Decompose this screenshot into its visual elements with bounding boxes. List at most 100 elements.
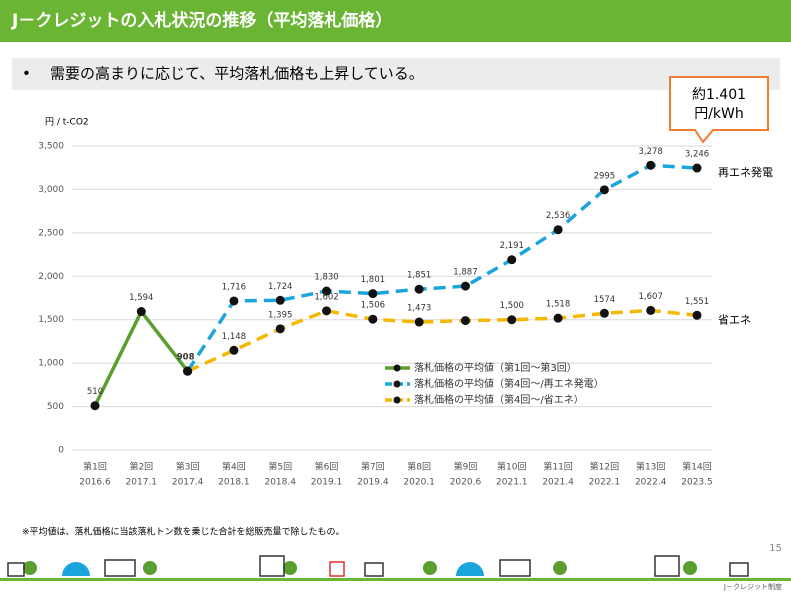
x-tick-label: 2018.1 (218, 478, 250, 488)
callout: 約1.401 円/kWh (669, 76, 769, 144)
brand: J－クレジット制度 (723, 582, 782, 591)
data-point (507, 315, 517, 325)
data-label: 1,395 (268, 310, 292, 320)
data-point (692, 310, 702, 320)
x-tick-label: 2021.1 (496, 478, 528, 488)
x-tick-label: 2020.6 (450, 478, 482, 488)
x-tick-label: 2017.1 (126, 478, 158, 488)
x-tick-label: 2022.4 (635, 478, 667, 488)
y-tick-label: 500 (47, 402, 64, 412)
y-tick-label: 2,000 (38, 272, 64, 282)
y-tick-label: 0 (58, 446, 64, 456)
x-tick-label: 第13回 (636, 461, 665, 473)
data-point (507, 255, 517, 265)
x-tick-label: 2016.6 (79, 478, 111, 488)
data-label: 1,716 (222, 282, 246, 292)
data-label: 1,724 (268, 282, 292, 292)
x-tick-label: 第7回 (361, 461, 385, 473)
series-end-label: 省エネ (718, 313, 751, 326)
series-line (93, 308, 189, 407)
data-point (460, 281, 470, 291)
data-label: 1,830 (314, 273, 338, 283)
data-point (229, 296, 239, 306)
data-label: 3,246 (685, 150, 709, 160)
data-point (460, 316, 470, 326)
slide-title: J－クレジットの入札状況の推移（平均落札価格） (11, 10, 392, 31)
data-label: 1,518 (546, 300, 570, 310)
callout-box (669, 76, 769, 144)
data-label: 1,506 (361, 301, 385, 311)
data-label: 908 (177, 353, 195, 363)
x-tick-label: 第12回 (590, 461, 619, 473)
x-tick-label: 2018.4 (264, 478, 296, 488)
page-number: 15 (769, 543, 782, 554)
x-tick-label: 2019.4 (357, 478, 389, 488)
data-label: 3,278 (639, 147, 663, 157)
callout-text: 円/kWh (694, 106, 744, 122)
data-label: 1,594 (129, 293, 153, 303)
y-tick-label: 1,500 (38, 315, 64, 325)
legend-marker (393, 380, 401, 388)
data-label: 1,851 (407, 271, 431, 281)
y-tick-label: 3,000 (38, 185, 64, 195)
bullet-text: 需要の高まりに応じて、平均落札価格も上昇している。 (50, 65, 424, 83)
x-tick-label: 第8回 (407, 461, 431, 473)
data-point (183, 366, 193, 376)
data-label: 1,887 (453, 268, 477, 278)
data-label: 2995 (594, 171, 616, 181)
y-tick-label: 2,500 (38, 228, 64, 238)
data-point (414, 317, 424, 327)
data-point (553, 313, 563, 323)
data-point (322, 286, 332, 296)
y-axis-label: 円 / t-CO2 (45, 117, 89, 128)
x-tick-label: 2017.4 (172, 478, 204, 488)
data-label: 510 (87, 387, 103, 397)
data-point (553, 225, 563, 235)
legend-label: 落札価格の平均値（第4回～/再エネ発電） (414, 377, 604, 390)
data-label: 1,500 (500, 301, 524, 311)
data-point (368, 314, 378, 324)
x-tick-label: 第5回 (268, 461, 292, 473)
data-label: 1,801 (361, 275, 385, 285)
data-point (275, 324, 285, 334)
series-line (186, 163, 698, 373)
footer-decoration (0, 555, 791, 581)
series-line (186, 308, 698, 373)
x-tick-label: 第1回 (83, 461, 107, 473)
data-label: 2,536 (546, 211, 570, 221)
x-tick-label: 第11回 (543, 461, 572, 473)
data-point (368, 289, 378, 299)
callout-text: 約1.401 (692, 87, 746, 103)
y-tick-label: 1,000 (38, 359, 64, 369)
data-label: 1,602 (314, 292, 338, 302)
data-point (414, 284, 424, 294)
data-point (136, 307, 146, 317)
x-tick-label: 2020.1 (403, 478, 435, 488)
x-tick-label: 第2回 (129, 461, 153, 473)
data-point (90, 401, 100, 411)
bullet-bar (12, 58, 780, 90)
data-point (646, 160, 656, 170)
data-point (275, 295, 285, 305)
series-end-label: 再エネ発電 (718, 165, 773, 179)
data-point (692, 163, 702, 173)
x-tick-label: 第3回 (176, 461, 200, 473)
x-tick-label: 2022.1 (589, 478, 621, 488)
data-point (229, 345, 239, 355)
data-point (599, 185, 609, 195)
y-tick-label: 3,500 (38, 142, 64, 152)
x-tick-label: 2021.4 (542, 478, 574, 488)
data-point (646, 305, 656, 315)
legend-marker (393, 364, 401, 372)
data-label: 1,473 (407, 304, 431, 314)
footnote: ※平均値は、落札価格に当該落札トン数を乗じた合計を総販売量で除したもの。 (22, 526, 345, 538)
x-tick-label: 2023.5 (681, 478, 713, 488)
legend-marker (393, 396, 401, 404)
legend-label: 落札価格の平均値（第4回～/省エネ） (414, 393, 584, 406)
data-label: 1,607 (639, 292, 663, 302)
header-bar (0, 0, 791, 42)
x-tick-label: 第6回 (315, 461, 339, 473)
data-point (322, 306, 332, 316)
data-label: 1,551 (685, 297, 709, 307)
